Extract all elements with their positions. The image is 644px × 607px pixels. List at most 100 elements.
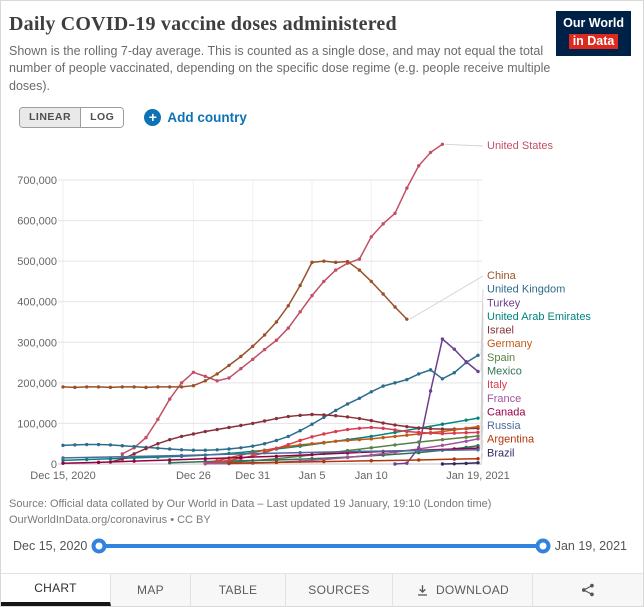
data-point <box>417 371 421 376</box>
data-point <box>298 309 302 314</box>
data-point <box>345 438 350 442</box>
data-point <box>428 389 433 393</box>
x-tick-label: Dec 15, 2020 <box>30 470 95 482</box>
data-point <box>203 456 207 461</box>
y-tick-label: 300,000 <box>17 337 57 349</box>
tab-chart[interactable]: CHART <box>1 574 111 606</box>
tab-map[interactable]: MAP <box>111 574 191 606</box>
data-point <box>369 445 373 450</box>
data-point <box>476 436 480 441</box>
data-point <box>464 418 468 422</box>
data-point <box>440 427 445 431</box>
data-point <box>345 414 350 419</box>
add-country-label: Add country <box>167 109 247 125</box>
data-point <box>251 444 255 448</box>
timeline-slider: Dec 15, 2020 Jan 19, 2021 <box>1 529 643 561</box>
data-point <box>405 424 409 429</box>
data-point <box>440 422 445 426</box>
data-point <box>417 440 421 444</box>
data-point <box>227 458 231 462</box>
add-country-button[interactable]: + Add country <box>144 108 247 126</box>
share-button[interactable] <box>533 574 643 606</box>
source-line-2[interactable]: OurWorldInData.org/coronavirus • CC BY <box>9 514 211 527</box>
data-point <box>96 384 101 389</box>
data-point <box>227 363 231 367</box>
data-point <box>85 442 89 446</box>
data-point <box>334 429 338 433</box>
data-point <box>405 186 409 190</box>
label-connector <box>480 452 484 463</box>
data-point <box>476 353 480 357</box>
data-point <box>191 432 196 436</box>
data-point <box>381 435 385 440</box>
scale-toggle: LINEAR LOG <box>19 106 125 128</box>
data-point <box>440 431 445 436</box>
data-point <box>203 378 207 383</box>
data-point <box>132 384 136 389</box>
data-point <box>203 429 207 433</box>
data-point <box>274 416 279 421</box>
data-point <box>191 370 196 374</box>
data-point <box>452 457 456 461</box>
label-connector <box>480 425 484 450</box>
log-scale-button[interactable]: LOG <box>80 107 124 127</box>
owid-logo-line1: Our World <box>563 16 624 30</box>
data-point <box>156 417 160 421</box>
data-point <box>322 432 326 436</box>
data-point <box>405 317 409 321</box>
data-point <box>73 442 77 447</box>
data-point <box>132 444 136 449</box>
y-tick-label: 400,000 <box>17 296 57 308</box>
owid-logo[interactable]: Our World in Data <box>556 11 631 56</box>
data-point <box>239 451 243 456</box>
tab-sources[interactable]: SOURCES <box>286 574 393 606</box>
data-point <box>334 439 338 443</box>
data-point <box>239 354 243 358</box>
timeline-end-handle[interactable] <box>535 538 551 554</box>
data-point <box>262 448 267 452</box>
data-point <box>381 221 385 226</box>
data-point <box>227 425 231 429</box>
data-point <box>322 412 326 417</box>
data-point <box>405 461 409 465</box>
data-point <box>417 457 421 462</box>
series-line <box>62 417 479 461</box>
data-point <box>227 447 231 451</box>
timeline-start-handle[interactable] <box>91 538 107 554</box>
data-point <box>168 437 172 442</box>
tab-download[interactable]: DOWNLOAD <box>393 574 533 606</box>
data-point <box>61 443 65 447</box>
series-label: Brazil <box>487 447 515 459</box>
x-tick-label: Dec 31 <box>235 470 270 482</box>
data-point <box>274 454 279 458</box>
data-point <box>132 451 136 456</box>
data-point <box>476 416 480 420</box>
data-point <box>428 431 433 435</box>
data-point <box>369 453 373 457</box>
data-point <box>120 443 124 448</box>
data-point <box>156 441 160 446</box>
data-point <box>298 450 302 455</box>
data-point <box>310 293 314 298</box>
linear-scale-button[interactable]: LINEAR <box>20 107 81 127</box>
tab-table[interactable]: TABLE <box>191 574 286 606</box>
y-tick-label: 200,000 <box>17 378 57 390</box>
data-point <box>227 461 231 465</box>
series-label: Israel <box>487 324 514 336</box>
y-tick-label: 0 <box>51 459 57 471</box>
data-point <box>369 279 373 283</box>
data-point <box>251 344 255 348</box>
label-connector <box>480 303 484 372</box>
timeline-track[interactable] <box>91 538 551 554</box>
data-point <box>452 461 456 466</box>
series-label: United Kingdom <box>487 283 565 295</box>
x-tick-label: Jan 10 <box>355 470 388 482</box>
data-point <box>120 457 124 461</box>
data-point <box>239 423 243 427</box>
data-point <box>262 333 267 337</box>
line-chart[interactable]: 0 100,000 200,000 300,000 400,000 500,000 600,… <box>1 132 644 494</box>
data-point <box>85 384 89 389</box>
data-point <box>345 455 350 459</box>
label-connector <box>445 143 484 147</box>
data-point <box>381 426 385 430</box>
